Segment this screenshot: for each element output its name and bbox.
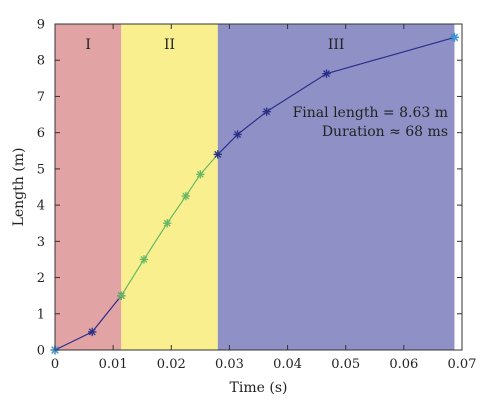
y-tick-label: 4 <box>37 199 45 214</box>
regions <box>55 24 455 350</box>
annotation-duration: Duration ≈ 68 ms <box>322 124 448 140</box>
series-2-point-2 <box>139 255 149 264</box>
series-1-point-2 <box>88 327 97 337</box>
region-labels: I II III <box>85 37 344 53</box>
y-tick-label: 0 <box>37 344 45 359</box>
series-2-point-4 <box>181 191 191 201</box>
x-axis-label: Time (s) <box>230 380 288 396</box>
ticks: 0 0.01 0.02 0.03 0.04 0.05 0.06 0.07 0 1 2 3 4 5 6 7 8 9 <box>37 18 477 373</box>
end-marker-2 <box>449 32 460 43</box>
region-2-band <box>121 24 218 350</box>
y-axis-label: Length (m) <box>11 148 27 227</box>
y-tick-label: 1 <box>37 307 45 322</box>
x-tick-label: 0.03 <box>215 357 244 372</box>
x-tick-label: 0.04 <box>273 357 302 372</box>
x-tick-label: 0.07 <box>448 357 477 372</box>
series-3-point-2 <box>233 130 242 139</box>
series-3-point-1 <box>213 150 222 159</box>
y-tick-label: 2 <box>37 271 45 286</box>
y-tick-label: 8 <box>37 54 45 69</box>
series-2-line <box>120 154 219 296</box>
y-tick-label: 5 <box>37 162 45 177</box>
y-tick-label: 9 <box>37 18 45 33</box>
y-tick-label: 7 <box>37 90 45 105</box>
y-tick-label: 6 <box>37 126 45 141</box>
x-tick-label: 0 <box>51 357 59 372</box>
region-label-1: I <box>85 37 91 53</box>
y-tick-label: 3 <box>37 235 45 250</box>
series-3-point-3 <box>262 107 271 116</box>
region-1-band <box>55 24 122 350</box>
region-label-3: III <box>328 37 345 53</box>
x-tick-label: 0.05 <box>331 357 360 372</box>
annotation-final-length: Final length = 8.63 m <box>293 105 448 121</box>
region-3-band <box>217 24 455 350</box>
region-label-2: II <box>164 37 175 53</box>
x-tick-label: 0.01 <box>99 357 128 372</box>
x-tick-label: 0.06 <box>389 357 418 372</box>
series-2-point-1 <box>117 291 126 300</box>
series-2-point-5 <box>196 170 205 179</box>
series-2-point-3 <box>163 219 172 228</box>
plot-frame <box>54 23 463 351</box>
series-3-point-4 <box>322 69 331 78</box>
x-tick-label: 0.02 <box>157 357 186 372</box>
